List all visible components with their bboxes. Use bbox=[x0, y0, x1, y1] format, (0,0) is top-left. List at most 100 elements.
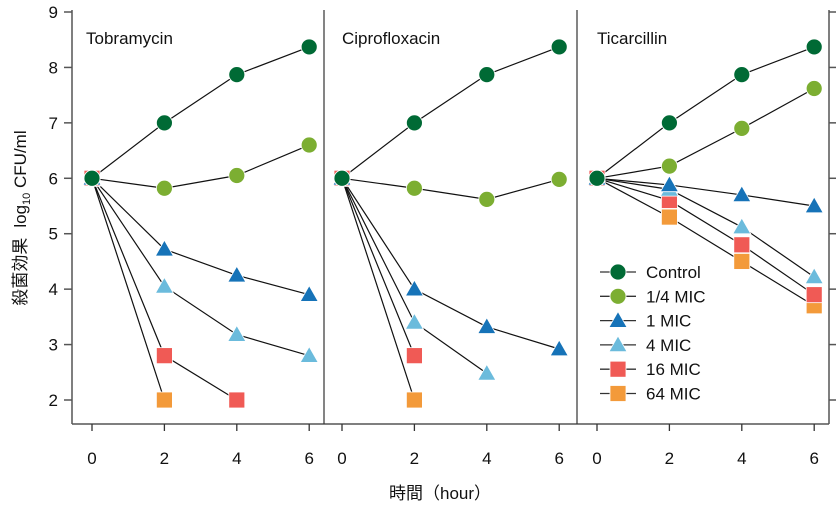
markers-layer bbox=[82, 38, 824, 409]
legend-marker bbox=[609, 287, 627, 305]
x-tick-label: 0 bbox=[337, 449, 346, 468]
x-tick-label: 4 bbox=[482, 449, 491, 468]
data-point-1-4-mic bbox=[661, 157, 678, 175]
data-point-64-mic bbox=[405, 391, 423, 409]
legend-marker bbox=[609, 360, 627, 378]
data-point-16-mic bbox=[155, 347, 173, 365]
panel-title-tobramycin: Tobramycin bbox=[86, 29, 173, 48]
y-tick-label: 9 bbox=[49, 3, 58, 22]
series-line-control bbox=[596, 46, 815, 179]
legend-label: 1/4 MIC bbox=[646, 287, 706, 306]
legend-marker bbox=[608, 335, 628, 353]
panel-title-ciprofloxacin: Ciprofloxacin bbox=[342, 29, 440, 48]
data-point-16-mic bbox=[733, 236, 751, 254]
data-point-control bbox=[405, 114, 423, 132]
x-tick-label: 4 bbox=[737, 449, 746, 468]
data-point-4-mic bbox=[299, 345, 319, 363]
legend-marker bbox=[609, 385, 627, 402]
series-line-1-4-mic bbox=[596, 87, 815, 179]
series-line-16-mic bbox=[596, 177, 815, 296]
data-point-4-mic bbox=[804, 267, 824, 285]
legend-item-16-mic: 16 MIC bbox=[600, 360, 701, 379]
y-tick-label: 7 bbox=[49, 114, 58, 133]
data-point-4-mic bbox=[732, 217, 752, 235]
y-tick-label: 3 bbox=[49, 336, 58, 355]
data-point-1-mic bbox=[549, 339, 569, 357]
data-point-1-mic bbox=[299, 284, 319, 302]
data-point-4-mic bbox=[154, 276, 175, 294]
series-line-4-mic bbox=[91, 177, 310, 357]
y-axis-title-main: 殺菌効果 bbox=[11, 238, 30, 306]
x-tick-label: 4 bbox=[232, 449, 241, 468]
data-point-control bbox=[550, 38, 568, 56]
legend-item-1-mic: 1 MIC bbox=[600, 310, 691, 331]
x-tick-label: 6 bbox=[809, 449, 818, 468]
data-point-control bbox=[155, 114, 173, 132]
data-point-64-mic bbox=[661, 208, 678, 226]
series-line-16-mic bbox=[341, 178, 415, 356]
legend-label: 1 MIC bbox=[646, 312, 691, 331]
data-point-control bbox=[805, 38, 823, 56]
data-point-1-mic bbox=[659, 175, 680, 193]
series-line-64-mic bbox=[91, 178, 165, 401]
x-tick-label: 6 bbox=[304, 449, 313, 468]
y-tick-label: 4 bbox=[49, 280, 58, 299]
data-point-control bbox=[83, 169, 101, 187]
data-point-control bbox=[588, 169, 606, 187]
legend-marker bbox=[608, 310, 628, 328]
y-tick-label: 8 bbox=[49, 58, 58, 77]
data-point-16-mic bbox=[405, 347, 423, 365]
data-point-1-4-mic bbox=[478, 190, 496, 208]
data-point-control bbox=[333, 169, 351, 187]
series-line-4-mic bbox=[596, 177, 815, 278]
data-point-16-mic bbox=[805, 286, 823, 304]
series-line-control bbox=[91, 46, 310, 179]
axes-layer: 2 3 4 5 6 7 8 9 0 2 4 6 0 2 4 6 0 2 4 6 Tobramycin Ciprofloxa… bbox=[49, 3, 836, 468]
x-axis-title: 時間（hour） bbox=[389, 484, 491, 503]
x-tick-label: 0 bbox=[87, 449, 96, 468]
legend-item-1-4-mic: 1/4 MIC bbox=[600, 287, 706, 306]
x-tick-label: 2 bbox=[160, 449, 169, 468]
y-tick-label: 6 bbox=[49, 169, 58, 188]
data-point-1-4-mic bbox=[550, 170, 568, 188]
y-axis-title: 殺菌効果 log10 CFU/ml bbox=[11, 130, 33, 305]
data-point-1-mic bbox=[227, 265, 247, 283]
data-point-1-4-mic bbox=[805, 80, 823, 97]
data-point-4-mic bbox=[477, 363, 497, 381]
y-tick-label: 5 bbox=[49, 225, 58, 244]
series-line-1-mic bbox=[91, 177, 310, 296]
legend: Control 1/4 MIC 1 MIC 4 MIC 16 MIC 64 MIC bbox=[600, 263, 706, 404]
y-tick-label: 2 bbox=[49, 391, 58, 410]
data-point-16-mic bbox=[228, 391, 246, 409]
panel-title-ticarcillin: Ticarcillin bbox=[597, 29, 667, 48]
legend-label: 16 MIC bbox=[646, 360, 701, 379]
legend-item-control: Control bbox=[600, 263, 701, 282]
data-point-1-mic bbox=[732, 185, 752, 203]
series-line-1-4-mic bbox=[91, 144, 310, 189]
series-line-4-mic bbox=[341, 178, 488, 374]
x-tick-label: 2 bbox=[665, 449, 674, 468]
series-line-control bbox=[341, 46, 560, 179]
y-axis-title-unit: CFU/ml bbox=[11, 130, 30, 192]
x-tick-label: 0 bbox=[592, 449, 601, 468]
legend-label: 4 MIC bbox=[646, 336, 691, 355]
data-point-1-4-mic bbox=[155, 179, 173, 197]
data-point-control bbox=[300, 38, 318, 56]
data-point-1-mic bbox=[804, 196, 824, 214]
data-point-4-mic bbox=[404, 312, 425, 330]
data-point-1-mic bbox=[404, 279, 425, 297]
data-point-control bbox=[733, 66, 751, 84]
data-point-4-mic bbox=[227, 324, 247, 342]
data-point-64-mic bbox=[155, 391, 173, 409]
lines-layer bbox=[91, 46, 815, 401]
y-axis-title-sub: 10 bbox=[21, 193, 33, 205]
series-line-64-mic bbox=[341, 178, 415, 401]
y-axis-title-log: log bbox=[11, 205, 30, 228]
data-point-1-mic bbox=[154, 239, 175, 257]
data-point-control bbox=[661, 114, 678, 132]
data-point-64-mic bbox=[733, 253, 751, 270]
legend-label: 64 MIC bbox=[646, 385, 701, 404]
data-point-control bbox=[478, 66, 496, 84]
series-line-64-mic bbox=[596, 177, 815, 307]
